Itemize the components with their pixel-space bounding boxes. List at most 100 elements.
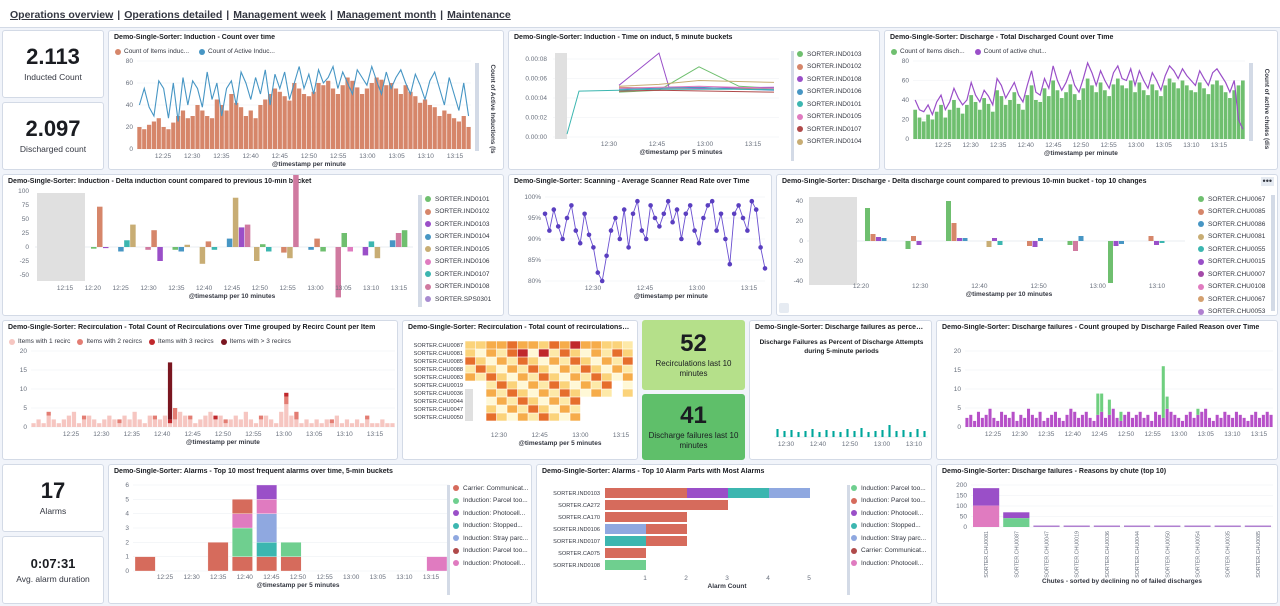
legend-item[interactable]: Count of Active Induc... bbox=[199, 48, 275, 55]
bar bbox=[876, 237, 881, 241]
data-point bbox=[687, 203, 693, 208]
bar bbox=[172, 419, 178, 427]
legend-item[interactable]: SORTER.IND0104 bbox=[797, 136, 861, 149]
heat-cell bbox=[528, 373, 539, 381]
legend-item[interactable]: SORTER.CHU0086 bbox=[1198, 218, 1265, 231]
x-axis-title: Chutes - sorted by declining no of faile… bbox=[1042, 578, 1202, 585]
legend-item[interactable]: Count of Items disch... bbox=[891, 48, 965, 55]
legend-item[interactable]: SORTER.IND0108 bbox=[425, 281, 491, 294]
legend-item[interactable]: Induction: Parcel too... bbox=[851, 495, 926, 508]
nav-management-month[interactable]: Management month bbox=[336, 9, 437, 21]
legend-item[interactable]: Induction: Stopped... bbox=[453, 520, 528, 533]
nav-operations-overview[interactable]: Operations overview bbox=[10, 9, 114, 21]
legend-swatch bbox=[453, 560, 459, 567]
legend-item[interactable]: SORTER.IND0102 bbox=[797, 61, 861, 74]
scrollbar bbox=[475, 63, 479, 151]
legend-swatch bbox=[9, 338, 15, 345]
nav-management-week[interactable]: Management week bbox=[233, 9, 327, 21]
legend-item[interactable]: SORTER.IND0107 bbox=[797, 123, 861, 136]
legend-item[interactable]: SORTER.IND0101 bbox=[797, 98, 861, 111]
bar bbox=[309, 423, 314, 427]
heat-cell bbox=[496, 349, 507, 357]
bar bbox=[939, 104, 943, 139]
scrollbar bbox=[447, 485, 450, 595]
legend-item[interactable]: Carrier: Communicat... bbox=[453, 482, 528, 495]
legend-item[interactable]: SORTER.CHU0067 bbox=[1198, 193, 1265, 206]
legend-item[interactable]: SORTER.IND0101 bbox=[425, 193, 491, 206]
legend-item[interactable]: Items with 1 recirc bbox=[9, 338, 70, 345]
legend-item[interactable]: SORTER.IND0105 bbox=[797, 111, 861, 124]
bar bbox=[1107, 399, 1111, 415]
x-tick-label: 12:25 bbox=[935, 142, 952, 149]
nav-operations-detailed[interactable]: Operations detailed bbox=[124, 9, 223, 21]
legend-item[interactable]: SORTER.IND0106 bbox=[797, 86, 861, 99]
legend-item[interactable]: Induction: Parcel too... bbox=[851, 482, 926, 495]
legend-item[interactable]: SORTER.IND0107 bbox=[425, 268, 491, 281]
legend-item[interactable]: SORTER.CHU0007 bbox=[1198, 268, 1265, 281]
bar bbox=[282, 96, 287, 149]
bar bbox=[347, 247, 353, 252]
legend-item[interactable]: SORTER.IND0108 bbox=[797, 73, 861, 86]
legend-item[interactable]: SORTER.CHU0053 bbox=[1198, 306, 1265, 315]
y-tick-label: 200 bbox=[956, 482, 967, 489]
legend-item[interactable]: SORTER.CHU0085 bbox=[1198, 206, 1265, 219]
data-point bbox=[714, 228, 719, 233]
heat-cell bbox=[465, 365, 476, 373]
legend-item[interactable]: SORTER.IND0103 bbox=[797, 48, 861, 61]
legend-item[interactable]: Items with 2 recircs bbox=[77, 338, 142, 345]
bar bbox=[188, 415, 193, 420]
x-tick-label: 12:55 bbox=[1144, 431, 1161, 438]
legend-item[interactable]: Induction: Parcel too... bbox=[453, 545, 528, 558]
legend-item[interactable]: SORTER.IND0106 bbox=[425, 256, 491, 269]
legend-item[interactable]: Count of active chut... bbox=[974, 48, 1047, 55]
heat-cell bbox=[486, 381, 497, 389]
legend-item[interactable]: SORTER.IND0103 bbox=[425, 218, 491, 231]
legend-item[interactable]: Induction: Photocell... bbox=[453, 557, 528, 570]
bar bbox=[1173, 414, 1177, 427]
bar bbox=[943, 117, 948, 139]
bar bbox=[1207, 417, 1211, 427]
legend-item[interactable]: SORTER.CHU0108 bbox=[1198, 281, 1265, 294]
heat-cell bbox=[507, 397, 518, 405]
bar bbox=[132, 411, 137, 427]
legend-item[interactable]: Count of Items induc... bbox=[115, 48, 189, 55]
bar bbox=[127, 419, 132, 427]
legend-swatch bbox=[425, 233, 431, 240]
legend-item[interactable]: SORTER.IND0102 bbox=[425, 206, 491, 219]
legend-item[interactable]: Induction: Stray parc... bbox=[851, 532, 926, 545]
legend-item[interactable]: SORTER.CHU0067 bbox=[1198, 293, 1265, 306]
nav-maintenance[interactable]: Maintenance bbox=[447, 9, 511, 21]
heat-cell bbox=[507, 349, 518, 357]
x-axis-title: @timestamp per minute bbox=[272, 161, 346, 168]
data-point bbox=[705, 203, 711, 208]
legend-item[interactable]: SORTER.IND0104 bbox=[425, 231, 491, 244]
no-data-region bbox=[465, 389, 473, 421]
legend-item[interactable]: Items with 3 recircs bbox=[149, 338, 214, 345]
legend-item[interactable]: SORTER.CHU0015 bbox=[1198, 256, 1265, 269]
bar bbox=[167, 419, 173, 424]
legend-item[interactable]: Carrier: Communicat... bbox=[851, 545, 926, 558]
bar bbox=[466, 127, 471, 149]
legend-item[interactable]: Items with > 3 recircs bbox=[220, 338, 291, 345]
legend-item[interactable]: Induction: Photocell... bbox=[851, 557, 926, 570]
bar bbox=[1169, 411, 1173, 427]
legend-item[interactable]: SORTER.CHU0081 bbox=[1198, 231, 1265, 244]
bar bbox=[294, 411, 299, 420]
legend-item[interactable]: Induction: Stray parc... bbox=[453, 532, 528, 545]
bar bbox=[117, 423, 122, 427]
bar bbox=[266, 247, 272, 252]
legend-item[interactable]: Induction: Stopped... bbox=[851, 520, 926, 533]
x-tick-label: 12:45 bbox=[263, 574, 280, 581]
bar bbox=[374, 247, 381, 259]
bar bbox=[263, 415, 269, 427]
panel-options-button[interactable]: ••• bbox=[1260, 176, 1274, 186]
legend-item[interactable]: Induction: Photocell... bbox=[851, 507, 926, 520]
legend-item[interactable]: SORTER.IND0105 bbox=[425, 243, 491, 256]
bar bbox=[986, 241, 992, 247]
legend-item[interactable]: Induction: Parcel too... bbox=[453, 495, 528, 508]
x-tick-label: 13:10 bbox=[336, 431, 353, 438]
legend-item[interactable]: Induction: Photocell... bbox=[453, 507, 528, 520]
bar bbox=[341, 233, 347, 247]
legend-item[interactable]: SORTER.SPS0301 bbox=[425, 293, 491, 306]
legend-item[interactable]: SORTER.CHU0055 bbox=[1198, 243, 1265, 256]
